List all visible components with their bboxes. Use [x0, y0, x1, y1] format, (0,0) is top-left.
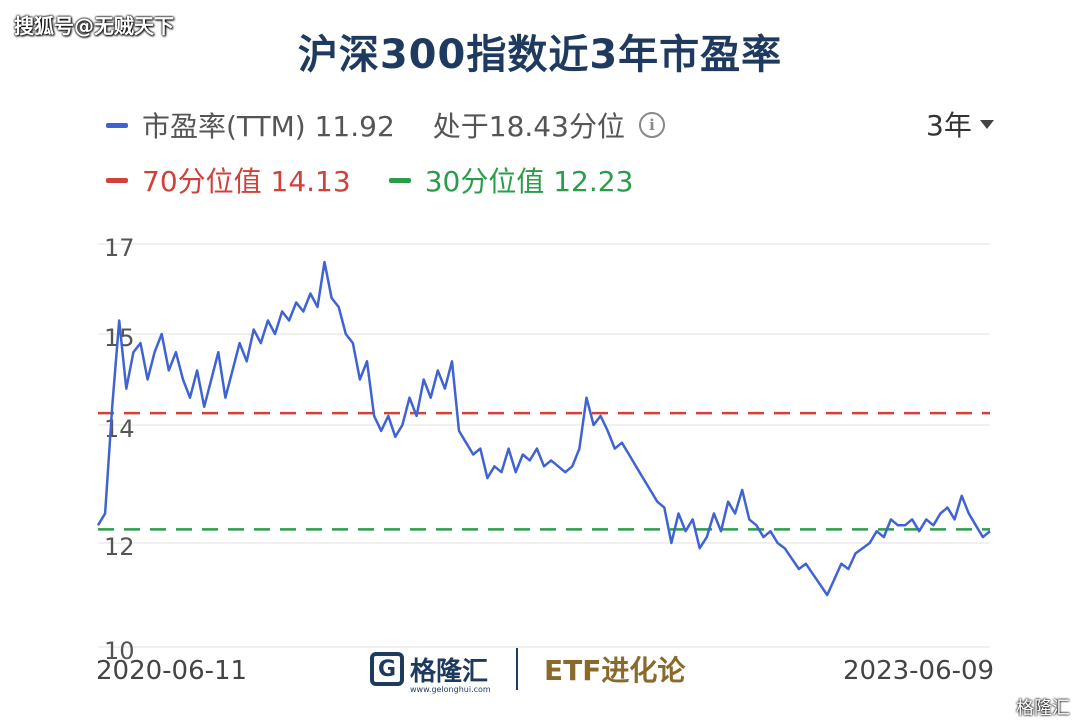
- gelonghui-logo-icon: G: [370, 652, 404, 686]
- pe-legend-label: 市盈率(TTM) 11.92: [142, 110, 395, 143]
- x-tick-start: 2020-06-11: [96, 656, 248, 686]
- legend-row-2: 70分位值 14.13 30分位值 12.23: [106, 160, 633, 200]
- brand-name: 格隆汇: [410, 656, 489, 687]
- watermark-top: 搜狐号@无贼天下: [14, 14, 174, 38]
- p70-swatch: [106, 177, 128, 183]
- grid-lines: [98, 243, 990, 648]
- info-icon[interactable]: i: [638, 112, 665, 138]
- x-tick-end: 2023-06-09: [843, 656, 995, 686]
- watermark-bottom-right: 格隆汇: [1016, 698, 1070, 719]
- p70-legend-label: 70分位值 14.13: [142, 165, 351, 198]
- y-tick-label-17: 17: [104, 234, 135, 262]
- y-tick-label-12: 12: [104, 533, 135, 561]
- reference-lines: [98, 411, 990, 531]
- pe-swatch: [106, 122, 128, 128]
- y-tick-label-10: 10: [104, 637, 135, 665]
- p30-swatch: [388, 177, 411, 183]
- brand-separator: [516, 648, 519, 690]
- legend-row-1: 市盈率(TTM) 11.92 处于18.43分位 i: [106, 105, 665, 145]
- brand-url: www.gelonghui.com: [410, 684, 491, 694]
- y-tick-label-14: 14: [104, 415, 135, 443]
- range-select-label: 3年: [926, 109, 972, 142]
- series-line-pe: [96, 260, 991, 597]
- percentile-label: 处于18.43分位: [432, 110, 625, 143]
- brand-etf: ETF进化论: [544, 654, 686, 687]
- series-lines: [96, 260, 991, 597]
- range-select[interactable]: 3年: [926, 104, 994, 144]
- brand-block: G 格隆汇 www.gelonghui.com ETF进化论: [370, 648, 686, 694]
- chevron-down-icon: [979, 119, 994, 129]
- p30-legend-label: 30分位值 12.23: [424, 165, 634, 198]
- chart-title: 沪深300指数近3年市盈率: [297, 32, 783, 78]
